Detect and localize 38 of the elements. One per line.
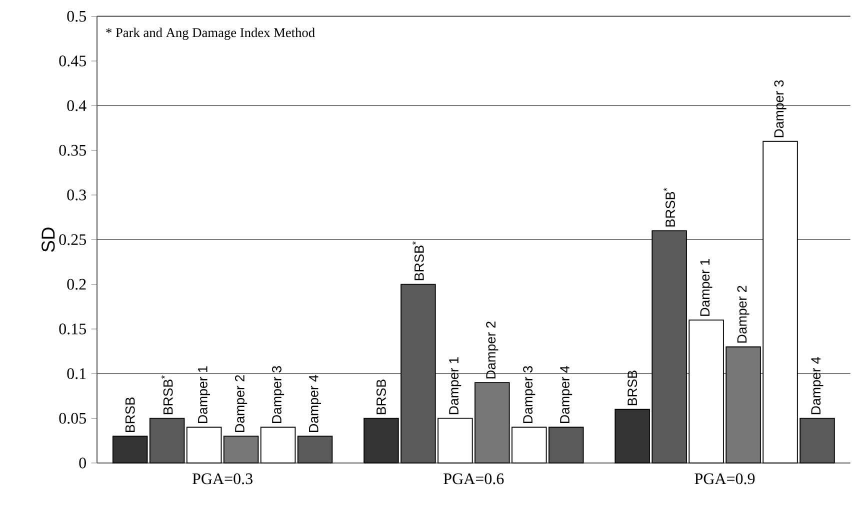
text: Damper 2 bbox=[235, 375, 248, 432]
x-tick-label: PGA=0.9 bbox=[694, 473, 755, 484]
text: BRSB bbox=[628, 370, 638, 406]
text: Damper 3 bbox=[523, 366, 536, 424]
text: Damper 1 bbox=[700, 259, 712, 316]
bar bbox=[223, 436, 259, 464]
y-tick-label: 0.2 bbox=[67, 278, 86, 290]
text: Damper 2 bbox=[737, 286, 750, 343]
annotation: * Park and Ang Damage Index Method bbox=[106, 28, 315, 40]
y-tick-label: 0.5 bbox=[67, 10, 86, 22]
text: Damper 3 bbox=[272, 366, 284, 424]
y-tick-label: 0 bbox=[79, 458, 86, 468]
text: Damper 3 bbox=[774, 80, 786, 138]
bar bbox=[112, 436, 148, 464]
text: Damper 4 bbox=[309, 374, 321, 432]
y-tick-label: 0.05 bbox=[59, 412, 86, 424]
y-tick-label: 0.1 bbox=[67, 368, 86, 380]
bar bbox=[260, 426, 296, 464]
text: Damper 1 bbox=[449, 357, 462, 414]
text: BRSB$^{*}$ bbox=[412, 241, 424, 280]
text: Damper 4 bbox=[560, 366, 572, 424]
text: BRSB bbox=[125, 397, 135, 432]
text: BRSB$^{*}$ bbox=[664, 188, 675, 226]
text: Damper 4 bbox=[811, 357, 824, 414]
text: BRSB bbox=[376, 380, 386, 414]
y-tick-label: 0.45 bbox=[59, 56, 86, 66]
text: Damper 2 bbox=[486, 322, 498, 378]
y-tick-label: 0.15 bbox=[59, 324, 86, 334]
y-tick-label: 0.4 bbox=[67, 100, 86, 112]
y-tick-label: 0.25 bbox=[59, 234, 86, 246]
y-tick-label: 0.35 bbox=[59, 144, 86, 156]
x-tick-label: PGA=0.3 bbox=[192, 473, 252, 484]
y-axis-title: SD bbox=[42, 228, 55, 252]
text: BRSB$^{*}$ bbox=[161, 375, 173, 414]
y-tick-label: 0.3 bbox=[67, 190, 86, 200]
text: Damper 1 bbox=[198, 366, 210, 424]
bar bbox=[186, 426, 222, 464]
x-tick-label: PGA=0.6 bbox=[444, 473, 504, 484]
